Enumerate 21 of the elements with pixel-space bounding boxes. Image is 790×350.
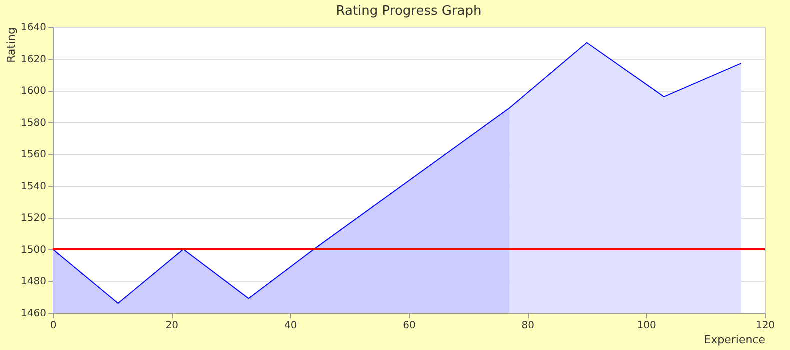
y-tick-label: 1460	[21, 308, 46, 320]
y-tick-label: 1480	[21, 276, 46, 288]
x-axis-title: Experience	[704, 334, 766, 346]
chart-title: Rating Progress Graph	[336, 4, 482, 19]
x-tick-label: 40	[284, 320, 298, 332]
x-tick-label: 0	[50, 320, 57, 332]
y-tick-label: 1540	[21, 181, 46, 192]
y-tick-label: 1600	[21, 86, 46, 98]
x-tick-label: 100	[637, 320, 656, 332]
y-tick-label: 1620	[21, 54, 46, 66]
y-tick-label: 1500	[21, 244, 46, 256]
x-tick-label: 120	[756, 320, 776, 332]
x-tick-label: 60	[403, 320, 416, 332]
y-tick-label: 1560	[21, 150, 46, 161]
y-axis-title: Rating	[5, 28, 18, 63]
y-tick-label: 1580	[21, 118, 46, 129]
line-series	[52, 42, 742, 304]
y-tick-label: 1640	[21, 22, 46, 34]
y-tick-label: 1520	[21, 213, 46, 224]
x-tick-label: 20	[166, 320, 179, 332]
x-tick-label: 80	[522, 320, 535, 332]
